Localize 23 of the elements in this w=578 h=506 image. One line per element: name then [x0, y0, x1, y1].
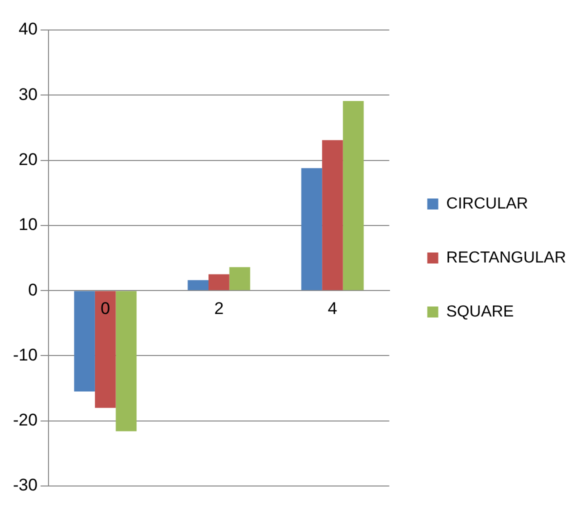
y-tick-label: 10 [18, 215, 38, 234]
bar [188, 280, 209, 290]
bar [342, 101, 364, 290]
y-tick-label: -10 [12, 345, 38, 364]
y-tick-label: -30 [12, 476, 38, 495]
bar [116, 291, 137, 432]
legend-label: CIRCULAR [446, 195, 528, 212]
bar [94, 291, 116, 408]
legend-label: RECTANGULAR [446, 249, 566, 266]
y-tick-label: 20 [18, 150, 38, 169]
bar [322, 140, 343, 290]
y-tick-label: 30 [18, 84, 38, 104]
y-tick-label: -20 [12, 410, 38, 430]
legend-label: SQUARE [446, 303, 514, 320]
bar [229, 267, 250, 290]
bar [208, 274, 230, 290]
bar [74, 291, 95, 392]
x-tick-label: 2 [214, 298, 224, 318]
x-tick-label: 4 [328, 298, 338, 318]
y-tick-label: 0 [28, 280, 38, 300]
x-tick-label: 0 [100, 298, 110, 318]
bar [301, 168, 322, 290]
y-tick-label: 40 [18, 20, 38, 39]
